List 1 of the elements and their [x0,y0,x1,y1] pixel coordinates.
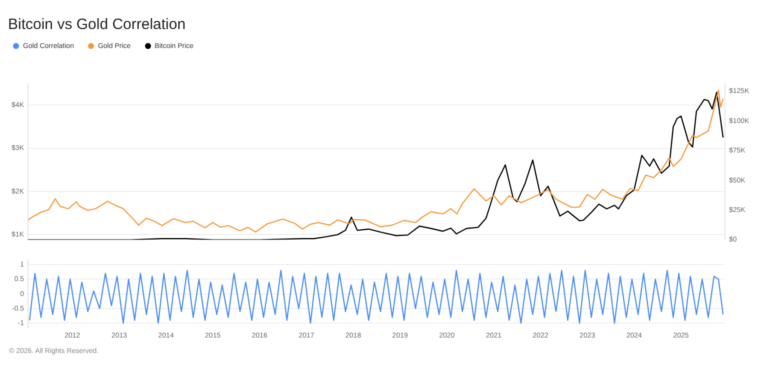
chart-title: Bitcoin vs Gold Correlation [8,16,186,33]
